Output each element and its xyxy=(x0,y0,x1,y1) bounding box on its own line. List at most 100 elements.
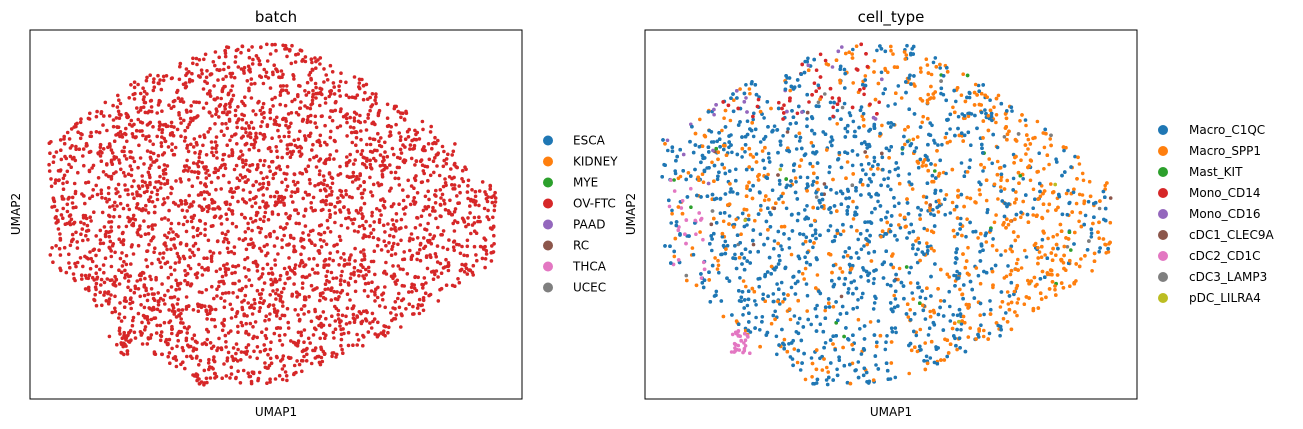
scatter-point xyxy=(281,354,286,358)
scatter-point xyxy=(859,352,864,356)
scatter-point xyxy=(226,350,231,355)
scatter-point xyxy=(129,150,133,154)
scatter-point xyxy=(149,105,154,109)
scatter-point xyxy=(327,208,332,213)
scatter-point xyxy=(280,180,284,185)
scatter-point xyxy=(119,319,124,323)
scatter-point xyxy=(462,253,466,258)
scatter-point xyxy=(248,355,252,359)
scatter-point xyxy=(329,298,334,302)
scatter-point xyxy=(982,165,987,170)
scatter-point xyxy=(428,232,432,237)
scatter-point xyxy=(273,171,278,176)
scatter-point xyxy=(921,114,925,119)
scatter-point xyxy=(448,198,452,203)
scatter-point xyxy=(371,137,376,141)
scatter-point xyxy=(79,220,83,225)
scatter-point xyxy=(313,271,317,275)
scatter-point xyxy=(325,142,329,147)
scatter-point xyxy=(252,297,257,302)
scatter-point xyxy=(124,126,128,131)
scatter-point xyxy=(270,212,275,216)
scatter-point xyxy=(336,313,341,317)
scatter-point xyxy=(407,290,411,294)
scatter-point xyxy=(241,160,245,165)
scatter-point xyxy=(300,245,305,249)
scatter-point xyxy=(258,74,262,78)
scatter-point xyxy=(486,208,490,213)
scatter-point xyxy=(205,209,210,214)
scatter-point xyxy=(261,163,266,168)
scatter-point xyxy=(482,236,487,240)
scatter-point xyxy=(148,99,153,103)
scatter-point xyxy=(427,157,432,162)
scatter-point xyxy=(322,178,327,183)
scatter-point xyxy=(166,342,170,347)
scatter-point xyxy=(265,242,269,247)
scatter-point xyxy=(170,327,174,331)
scatter-point xyxy=(286,112,291,116)
scatter-point xyxy=(351,316,356,320)
scatter-point xyxy=(331,276,336,281)
scatter-point xyxy=(672,189,677,193)
scatter-point xyxy=(1069,248,1073,252)
scatter-point xyxy=(424,255,429,259)
scatter-point xyxy=(233,113,238,118)
scatter-point xyxy=(270,97,274,102)
scatter-point xyxy=(408,248,412,253)
scatter-point xyxy=(814,195,819,199)
scatter-point xyxy=(442,198,446,203)
scatter-point xyxy=(222,133,226,137)
scatter-point xyxy=(146,110,150,115)
scatter-point xyxy=(246,332,251,337)
scatter-point xyxy=(296,313,300,317)
scatter-point xyxy=(366,112,371,117)
scatter-point xyxy=(248,135,253,140)
scatter-point xyxy=(56,227,61,231)
scatter-point xyxy=(180,308,185,312)
scatter-point xyxy=(374,92,378,96)
scatter-point xyxy=(673,171,678,176)
scatter-point xyxy=(1083,213,1088,218)
scatter-point xyxy=(446,261,451,265)
scatter-point xyxy=(239,136,244,140)
scatter-point xyxy=(759,208,763,212)
scatter-point xyxy=(319,223,324,227)
scatter-point xyxy=(376,111,381,115)
scatter-point xyxy=(352,273,356,277)
scatter-point xyxy=(143,315,147,320)
scatter-point xyxy=(721,219,726,224)
scatter-point xyxy=(423,291,428,296)
scatter-point xyxy=(97,130,102,135)
scatter-point xyxy=(266,217,271,222)
scatter-point xyxy=(140,208,144,213)
scatter-point xyxy=(338,124,343,128)
scatter-point xyxy=(701,180,706,184)
scatter-point xyxy=(102,270,106,275)
scatter-point xyxy=(71,272,76,276)
scatter-point xyxy=(191,61,195,66)
scatter-point xyxy=(247,126,252,130)
scatter-point xyxy=(260,288,265,292)
scatter-point xyxy=(101,241,106,246)
scatter-point xyxy=(70,232,75,237)
scatter-point xyxy=(138,294,142,299)
scatter-point xyxy=(773,309,777,314)
scatter-point xyxy=(138,224,142,228)
scatter-point xyxy=(421,286,425,290)
scatter-point xyxy=(184,84,189,89)
scatter-point xyxy=(244,162,248,167)
scatter-point xyxy=(851,217,856,221)
scatter-point xyxy=(140,342,145,346)
scatter-point xyxy=(107,213,111,218)
scatter-point xyxy=(323,257,328,262)
scatter-point xyxy=(117,161,122,165)
scatter-point xyxy=(423,194,428,199)
scatter-point xyxy=(310,148,314,152)
scatter-point xyxy=(297,319,302,323)
scatter-point xyxy=(313,287,317,291)
scatter-point xyxy=(333,204,337,209)
scatter-point xyxy=(113,306,117,311)
scatter-point xyxy=(214,107,219,111)
scatter-point xyxy=(332,85,337,89)
